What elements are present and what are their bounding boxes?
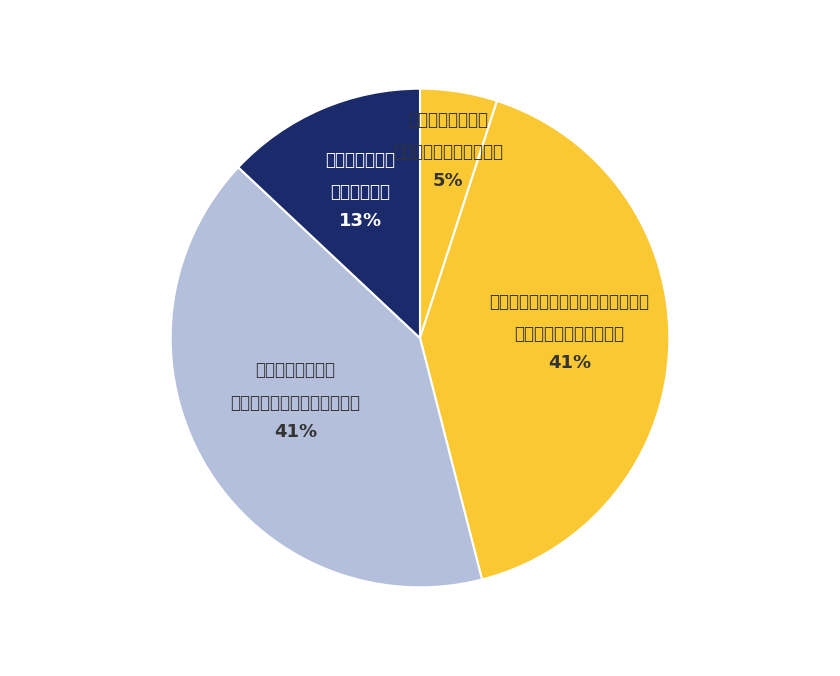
Text: 41%: 41% [274, 422, 317, 441]
Text: 表現できている人が多い: 表現できている人が多い [393, 143, 503, 161]
Text: どちらかと言うと: どちらかと言うと [255, 362, 335, 379]
Text: 改善すべき点がある人が多い: 改善すべき点がある人が多い [230, 394, 360, 412]
Text: 13%: 13% [339, 212, 382, 230]
Wedge shape [420, 101, 669, 579]
Wedge shape [239, 89, 420, 338]
Text: 41%: 41% [548, 354, 591, 372]
Text: どちらかと言うと適切にキャリアを: どちらかと言うと適切にキャリアを [490, 293, 649, 310]
Wedge shape [420, 89, 497, 338]
Text: 5%: 5% [433, 172, 464, 190]
Text: ある人が多い: ある人が多い [331, 183, 391, 201]
Text: 表現できている人が多い: 表現できている人が多い [515, 325, 624, 343]
Text: 改善すべき点が: 改善すべき点が [326, 151, 396, 168]
Text: 適切にキャリアを: 適切にキャリアを [408, 111, 488, 128]
Wedge shape [171, 168, 482, 587]
